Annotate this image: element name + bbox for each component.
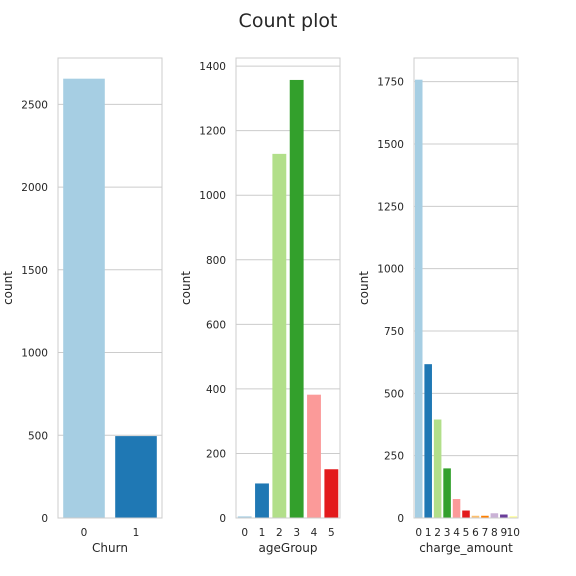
x-tick-label: 10	[507, 527, 520, 539]
x-tick-label: 0	[81, 527, 88, 539]
axes-frame	[235, 57, 341, 519]
x-tick-label: 5	[328, 527, 335, 539]
y-tick-label: 750	[384, 326, 404, 338]
bar	[424, 364, 432, 518]
bar	[481, 515, 489, 518]
x-tick-label: 2	[434, 527, 441, 539]
bar	[255, 483, 269, 518]
y-tick-label: 250	[384, 451, 404, 463]
y-tick-label: 500	[384, 388, 404, 400]
x-axis-label: ageGroup	[259, 541, 318, 555]
y-tick-label: 400	[206, 384, 226, 396]
y-tick-label: 2000	[21, 182, 48, 194]
y-tick-label: 1400	[199, 61, 226, 73]
y-tick-label: 200	[206, 448, 226, 460]
x-axis-label: Churn	[92, 541, 128, 555]
bar	[452, 499, 461, 518]
y-tick-label: 1500	[377, 139, 404, 151]
bar	[509, 516, 518, 518]
x-tick-label: 4	[311, 527, 318, 539]
axes-frame	[57, 57, 163, 519]
x-tick-label: 3	[293, 527, 300, 539]
x-tick-label: 7	[482, 527, 489, 539]
bar	[471, 515, 480, 518]
bar	[115, 436, 157, 518]
y-tick-label: 1500	[21, 265, 48, 277]
subplot-Churn: 0 500 1000 1500 2000 2500 0 1 Churn count	[1, 57, 163, 555]
x-tick-label: 1	[425, 527, 432, 539]
x-axis-label: charge_amount	[419, 541, 513, 555]
y-tick-label: 1750	[377, 77, 404, 89]
bar	[414, 79, 423, 519]
x-tick-label: 1	[133, 527, 140, 539]
y-tick-label: 800	[206, 255, 226, 267]
y-tick-label: 1000	[21, 348, 48, 360]
bar	[500, 514, 508, 518]
axes-frame	[413, 57, 519, 519]
y-tick-label: 0	[41, 513, 48, 525]
y-axis-label: count	[1, 271, 15, 305]
x-tick-label: 9	[500, 527, 507, 539]
bar	[63, 78, 105, 518]
bar	[307, 394, 321, 518]
y-tick-label: 600	[206, 319, 226, 331]
x-tick-label: 5	[463, 527, 470, 539]
y-tick-label: 2500	[21, 99, 48, 111]
y-tick-label: 1200	[199, 126, 226, 138]
bar	[490, 513, 499, 518]
x-tick-label: 2	[276, 527, 283, 539]
x-tick-label: 8	[491, 527, 498, 539]
bar	[433, 419, 442, 518]
x-tick-label: 4	[453, 527, 460, 539]
figure-title: Count plot	[239, 10, 338, 32]
y-axis-label: count	[357, 271, 371, 305]
bar	[443, 468, 451, 518]
bar	[237, 516, 252, 518]
x-tick-label: 0	[415, 527, 422, 539]
x-tick-label: 6	[472, 527, 479, 539]
bar	[272, 153, 287, 518]
y-tick-label: 1000	[199, 190, 226, 202]
y-tick-label: 1000	[377, 264, 404, 276]
bar	[324, 469, 339, 518]
x-tick-label: 3	[444, 527, 451, 539]
y-tick-label: 500	[28, 430, 48, 442]
y-tick-label: 1250	[377, 201, 404, 213]
y-axis-label: count	[179, 271, 193, 305]
x-tick-label: 0	[241, 527, 248, 539]
bar	[289, 79, 304, 519]
y-tick-label: 0	[397, 513, 404, 525]
bar	[462, 510, 470, 518]
y-tick-label: 0	[219, 513, 226, 525]
x-tick-label: 1	[259, 527, 266, 539]
